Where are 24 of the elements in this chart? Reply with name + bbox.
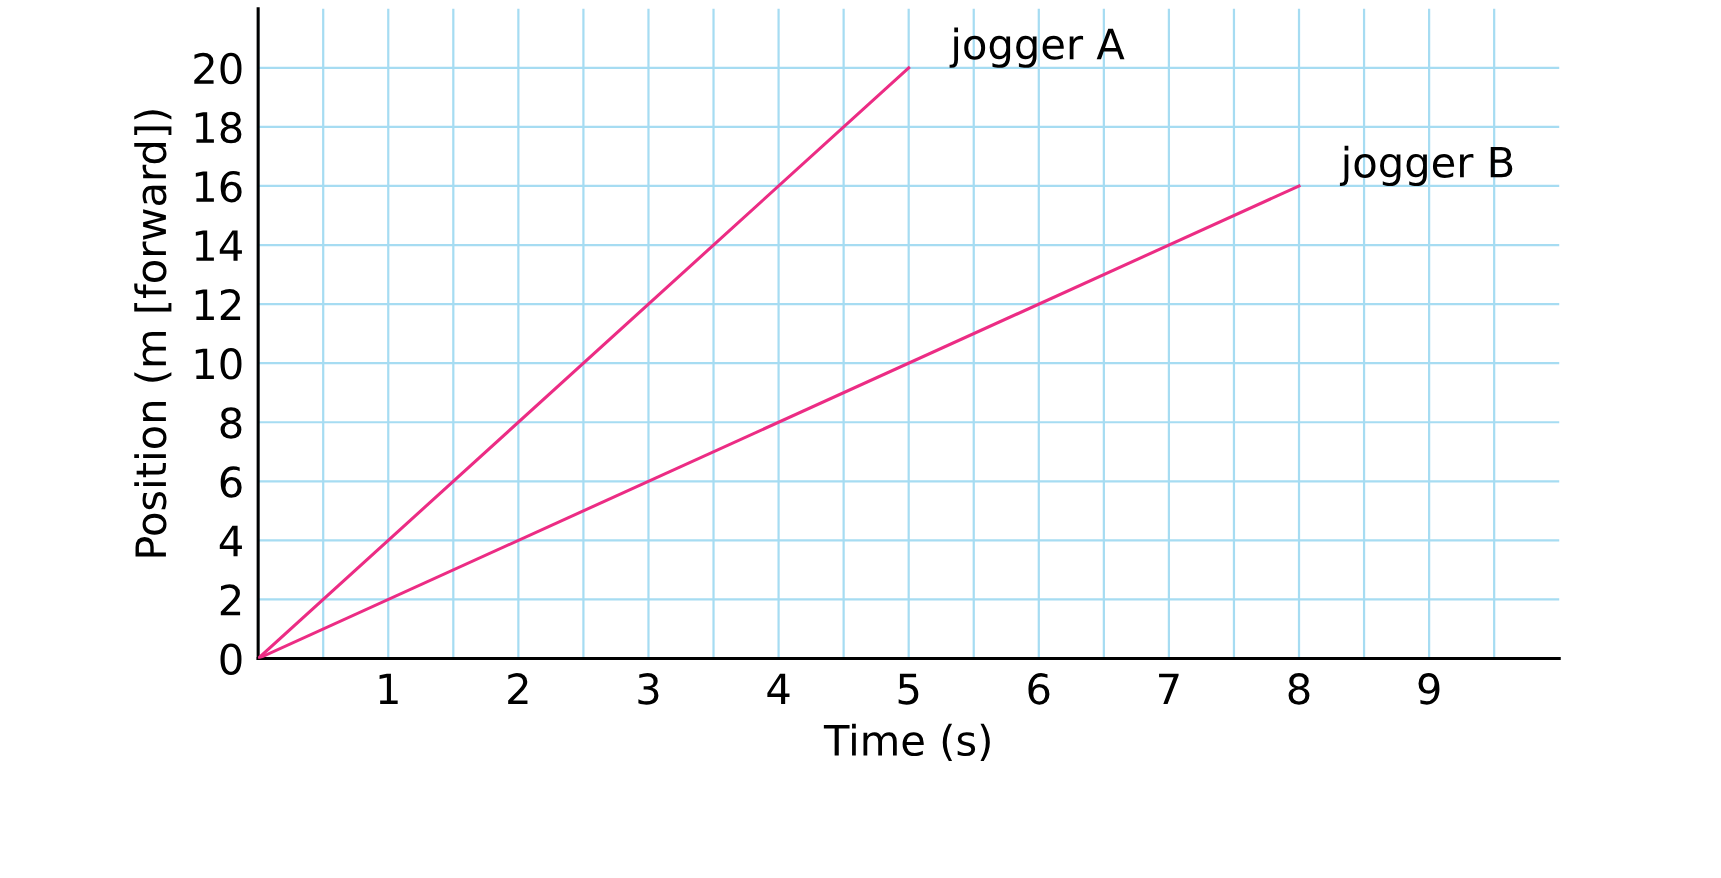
x-tick-label: 5 xyxy=(898,673,919,705)
y-tick-label: 12 xyxy=(195,289,241,320)
y-tick-label: 6 xyxy=(220,466,242,498)
x-tick-label: 6 xyxy=(1028,673,1050,705)
y-tick-label: 8 xyxy=(220,407,242,439)
x-tick-label: 7 xyxy=(1159,673,1179,705)
y-tick-label: 14 xyxy=(195,230,242,261)
series-label: jogger A xyxy=(949,27,1125,68)
x-tick-label: 1 xyxy=(379,673,398,705)
y-tick-label: 18 xyxy=(195,111,242,144)
x-tick-label: 8 xyxy=(1288,673,1310,705)
y-tick-label: 20 xyxy=(194,52,242,85)
x-tick-label: 9 xyxy=(1418,673,1440,705)
y-tick-label: 0 xyxy=(220,643,242,675)
y-tick-label: 16 xyxy=(195,170,242,203)
y-axis-title: Position (m [forward]) xyxy=(134,110,172,557)
y-tick-label: 10 xyxy=(195,348,242,380)
x-tick-label: 3 xyxy=(638,673,659,705)
x-tick-label: 4 xyxy=(767,673,790,705)
x-axis-title: Time (s) xyxy=(823,723,990,761)
x-tick-label: 2 xyxy=(508,673,528,705)
y-tick-label: 4 xyxy=(219,525,242,557)
series-label: jogger B xyxy=(1339,145,1513,186)
y-tick-label: 2 xyxy=(220,584,241,616)
